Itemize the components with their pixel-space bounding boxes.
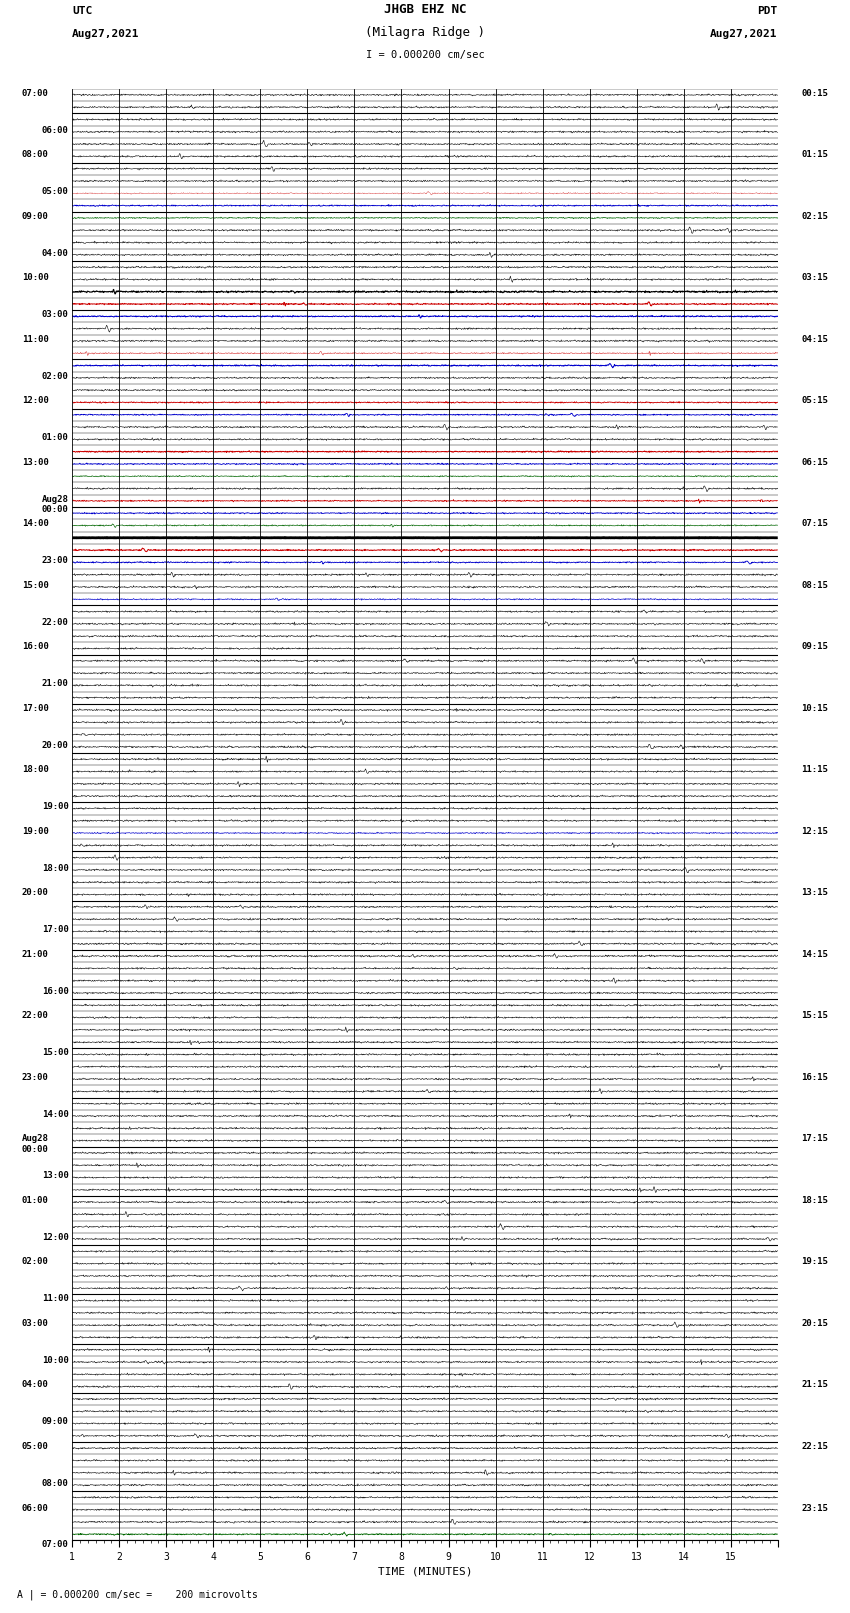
Text: 21:00: 21:00 [22,950,48,958]
Text: 16:00: 16:00 [22,642,48,652]
Text: 20:00: 20:00 [42,740,69,750]
Text: 01:00: 01:00 [22,1195,48,1205]
Text: 17:00: 17:00 [42,926,69,934]
Text: 16:00: 16:00 [42,987,69,995]
Text: 07:00: 07:00 [22,89,48,98]
Text: PDT: PDT [757,6,778,16]
Text: 09:00: 09:00 [42,1418,69,1426]
Text: Aug28
00:00: Aug28 00:00 [22,1134,48,1153]
Text: 04:00: 04:00 [22,1381,48,1389]
Text: 05:00: 05:00 [42,187,69,197]
Text: 02:00: 02:00 [42,371,69,381]
Text: 06:00: 06:00 [42,126,69,134]
Text: 11:00: 11:00 [22,336,48,344]
Text: 21:00: 21:00 [42,679,69,689]
Text: 15:00: 15:00 [22,581,48,590]
Text: 01:15: 01:15 [802,150,828,160]
Text: 07:00: 07:00 [42,1540,69,1550]
Text: 09:00: 09:00 [22,211,48,221]
Text: 02:00: 02:00 [22,1258,48,1266]
Text: 19:00: 19:00 [42,802,69,811]
Text: 06:15: 06:15 [802,458,828,466]
Text: 08:00: 08:00 [42,1479,69,1487]
Text: 09:15: 09:15 [802,642,828,652]
Text: 05:00: 05:00 [22,1442,48,1452]
Text: 13:00: 13:00 [22,458,48,466]
Text: 04:15: 04:15 [802,336,828,344]
Text: 22:00: 22:00 [42,618,69,627]
Text: 14:00: 14:00 [22,519,48,529]
Text: A | = 0.000200 cm/sec =    200 microvolts: A | = 0.000200 cm/sec = 200 microvolts [17,1589,258,1600]
Text: 04:00: 04:00 [42,248,69,258]
Text: 07:15: 07:15 [802,519,828,529]
Text: UTC: UTC [72,6,93,16]
Text: 14:15: 14:15 [802,950,828,958]
Text: 18:00: 18:00 [22,765,48,774]
Text: 01:00: 01:00 [42,434,69,442]
Text: 19:15: 19:15 [802,1258,828,1266]
Text: I = 0.000200 cm/sec: I = 0.000200 cm/sec [366,50,484,60]
X-axis label: TIME (MINUTES): TIME (MINUTES) [377,1566,473,1576]
Text: 10:00: 10:00 [22,273,48,282]
Text: 21:15: 21:15 [802,1381,828,1389]
Text: 15:15: 15:15 [802,1011,828,1021]
Text: 11:15: 11:15 [802,765,828,774]
Text: 19:00: 19:00 [22,827,48,836]
Text: 15:00: 15:00 [42,1048,69,1057]
Text: 08:15: 08:15 [802,581,828,590]
Text: 18:15: 18:15 [802,1195,828,1205]
Text: 23:00: 23:00 [42,556,69,565]
Text: 12:15: 12:15 [802,827,828,836]
Text: 08:00: 08:00 [22,150,48,160]
Text: 10:00: 10:00 [42,1357,69,1365]
Text: 12:00: 12:00 [22,397,48,405]
Text: (Milagra Ridge ): (Milagra Ridge ) [365,26,485,39]
Text: 14:00: 14:00 [42,1110,69,1119]
Text: Aug27,2021: Aug27,2021 [711,29,778,39]
Text: 13:15: 13:15 [802,889,828,897]
Text: Aug27,2021: Aug27,2021 [72,29,139,39]
Text: 03:15: 03:15 [802,273,828,282]
Text: 12:00: 12:00 [42,1232,69,1242]
Text: 05:15: 05:15 [802,397,828,405]
Text: JHGB EHZ NC: JHGB EHZ NC [383,3,467,16]
Text: 10:15: 10:15 [802,703,828,713]
Text: 22:15: 22:15 [802,1442,828,1452]
Text: 23:00: 23:00 [22,1073,48,1082]
Text: 06:00: 06:00 [22,1503,48,1513]
Text: 17:00: 17:00 [22,703,48,713]
Text: 03:00: 03:00 [22,1319,48,1327]
Text: 22:00: 22:00 [22,1011,48,1021]
Text: 20:00: 20:00 [22,889,48,897]
Text: 03:00: 03:00 [42,310,69,319]
Text: 16:15: 16:15 [802,1073,828,1082]
Text: 20:15: 20:15 [802,1319,828,1327]
Text: 17:15: 17:15 [802,1134,828,1144]
Text: 00:15: 00:15 [802,89,828,98]
Text: 02:15: 02:15 [802,211,828,221]
Text: 11:00: 11:00 [42,1294,69,1303]
Text: 13:00: 13:00 [42,1171,69,1181]
Text: Aug28
00:00: Aug28 00:00 [42,495,69,515]
Text: 18:00: 18:00 [42,865,69,873]
Text: 23:15: 23:15 [802,1503,828,1513]
